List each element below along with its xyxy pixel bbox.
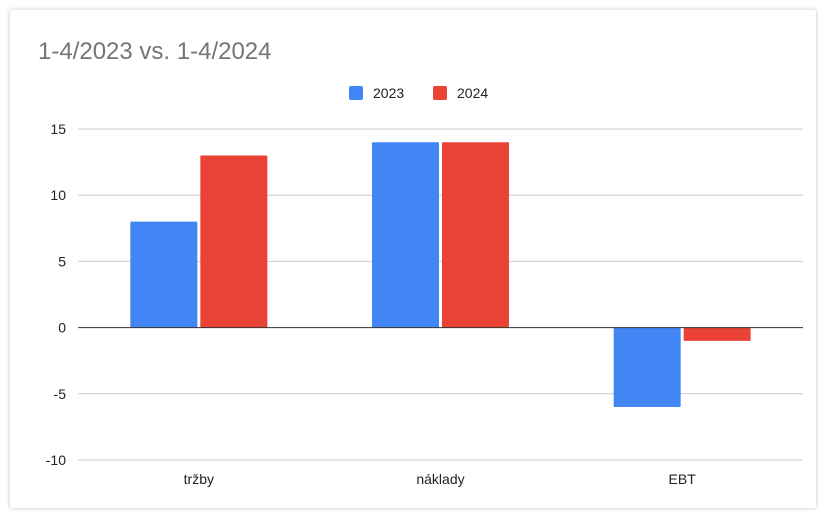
bar-2023-náklady	[372, 142, 439, 328]
x-tick-label: EBT	[669, 471, 697, 487]
y-tick-label: 15	[50, 121, 66, 137]
bar-2024-EBT	[683, 327, 751, 341]
y-tick-label: -10	[46, 452, 66, 468]
bar-2023-EBT	[613, 327, 681, 408]
bar-2024-náklady	[442, 142, 509, 328]
x-tick-label: tržby	[184, 471, 214, 487]
y-tick-label: -5	[54, 386, 67, 402]
legend-swatch-2023	[349, 86, 363, 100]
y-axis-ticks: 15 10 5 0 -5 -10	[46, 121, 66, 468]
legend-label-2023: 2023	[373, 85, 404, 101]
x-axis-labels: tržby náklady EBT	[184, 471, 697, 487]
y-tick-label: 10	[50, 187, 66, 203]
legend: 2023 2024	[349, 85, 488, 101]
legend-label-2024: 2024	[457, 85, 488, 101]
bar-2024-tržby	[200, 155, 268, 328]
legend-swatch-2024	[433, 86, 447, 100]
chart-title: 1-4/2023 vs. 1-4/2024	[38, 38, 272, 65]
bar-2023-tržby	[130, 221, 198, 328]
y-tick-label: 0	[58, 320, 66, 336]
y-tick-label: 5	[58, 253, 66, 269]
bars	[130, 142, 751, 408]
x-tick-label: náklady	[416, 471, 464, 487]
gridlines	[78, 128, 803, 461]
